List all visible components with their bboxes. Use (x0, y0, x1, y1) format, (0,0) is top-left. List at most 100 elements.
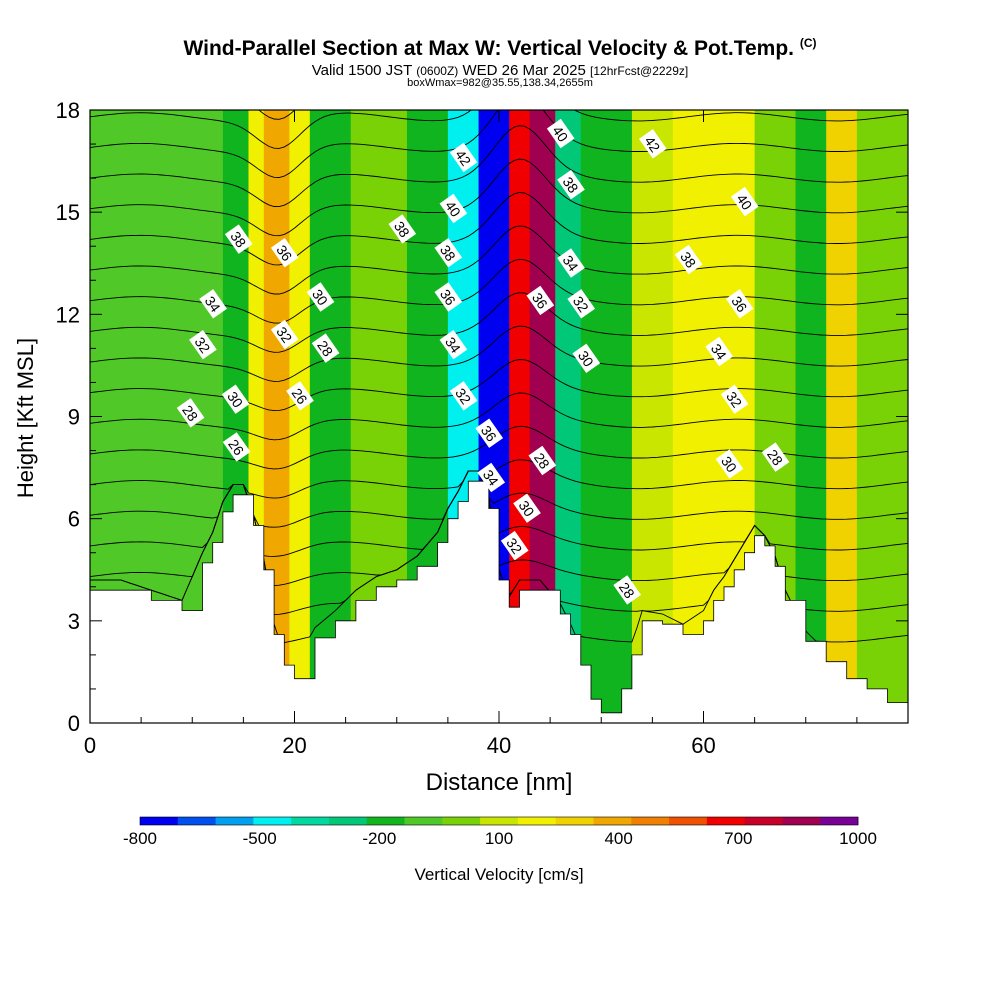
isentrope-line (90, 125, 908, 208)
contour-label: 36 (434, 282, 463, 312)
colorbar-swatch (706, 817, 746, 825)
contour-label: 30 (306, 282, 335, 312)
y-tick-label: 3 (68, 609, 80, 634)
velocity-band (289, 110, 311, 723)
isentrope-line (90, 258, 908, 324)
colorbar-swatch (366, 817, 405, 825)
colorbar-swatch (517, 817, 557, 825)
contour-label: 36 (526, 285, 555, 316)
colorbar-tick-label: 100 (485, 829, 513, 848)
contour-label: 42 (449, 142, 478, 173)
contour-label: 32 (449, 381, 478, 411)
isentrope-line (258, 110, 296, 120)
contour-label: 34 (705, 336, 734, 367)
colorbar-tick-label: -800 (123, 829, 157, 848)
contour-label: 42 (638, 129, 667, 159)
contour-label: 38 (434, 238, 463, 268)
contour-label: 30 (572, 343, 601, 374)
colorbar-swatch (744, 817, 783, 825)
colorbar-tick-label: 400 (604, 829, 632, 848)
contour-label: 40 (546, 118, 575, 149)
colorbar-swatch (140, 817, 179, 825)
velocity-band (509, 110, 531, 723)
y-tick-label: 12 (56, 302, 80, 327)
contour-label: 30 (513, 493, 541, 523)
colorbar-tick-label: -500 (243, 829, 277, 848)
contour-label: 38 (557, 169, 585, 200)
colorbar-swatch (593, 817, 632, 825)
colorbar-swatch (820, 817, 859, 825)
chart-boxwmax: boxWmax=982@35.55,138.34,2655m (407, 77, 593, 89)
colorbar-swatch (253, 817, 292, 825)
contour-label: 34 (557, 248, 585, 278)
contour-label: 26 (286, 381, 314, 411)
y-tick-label: 6 (68, 507, 80, 532)
contour-label: 28 (528, 445, 557, 476)
isentrope-line (90, 110, 908, 149)
y-tick-label: 0 (68, 711, 80, 736)
velocity-band (580, 110, 633, 723)
y-tick-label: 18 (56, 98, 80, 123)
isentrope-line (90, 470, 908, 528)
colorbar-swatch (442, 817, 481, 825)
isentrope-line (90, 325, 908, 382)
colorbar-tick-label: -200 (362, 829, 396, 848)
velocity-band (826, 110, 858, 723)
colorbar-swatch (782, 817, 821, 825)
colorbar-tick-label: 700 (724, 829, 752, 848)
colorbar-swatch (669, 817, 708, 825)
isentrope-line (90, 225, 908, 295)
x-axis-label: Distance [nm] (426, 769, 573, 796)
contour-label: 40 (439, 193, 468, 224)
isentrope-line (90, 110, 908, 178)
y-tick-label: 9 (68, 405, 80, 430)
colorbar-swatch (631, 817, 670, 825)
chart-title: Wind-Parallel Section at Max W: Vertical… (183, 36, 817, 60)
contour-label: 32 (189, 330, 217, 360)
colorbar-swatch (291, 817, 330, 825)
colorbar-tick-label: 1000 (839, 829, 877, 848)
x-tick-label: 60 (691, 733, 715, 758)
terrain (89, 480, 909, 724)
contour-label: 38 (674, 244, 703, 275)
contour-label: 32 (567, 289, 596, 319)
contour-label: 34 (199, 289, 227, 319)
y-axis-label: Height [Kft MSL] (13, 338, 38, 498)
contour-label: 26 (222, 432, 251, 462)
contour-label: 40 (730, 186, 759, 217)
contour-label: 30 (221, 384, 250, 414)
isentrope-line (90, 459, 908, 499)
contour-label: 36 (270, 238, 299, 268)
colorbar-swatch (404, 817, 443, 825)
contour-label: 28 (311, 333, 340, 363)
y-tick-label: 15 (56, 200, 80, 225)
contour-label: 34 (439, 330, 468, 360)
colorbar-frame (139, 816, 859, 826)
contour-label: 32 (500, 530, 529, 561)
contour-label: 30 (715, 449, 744, 479)
isentrope-line (90, 292, 908, 353)
contour-label: 34 (477, 462, 506, 493)
contour-label: 28 (176, 398, 205, 428)
contour-label: 28 (761, 442, 790, 472)
contour-label: 36 (725, 289, 754, 319)
x-tick-label: 0 (84, 733, 96, 758)
colorbar-swatch (215, 817, 254, 825)
contour-label: 36 (475, 418, 504, 448)
contour-label: 32 (720, 384, 749, 414)
contour-label: 32 (270, 319, 299, 350)
contour-label: 38 (224, 224, 253, 254)
isentrope-line (90, 192, 908, 266)
colorbar-swatch (177, 817, 216, 825)
chart-subtitle: Valid 1500 JST (0600Z) WED 26 Mar 2025 [… (311, 62, 689, 79)
x-tick-label: 20 (282, 733, 306, 758)
colorbar-label: Vertical Velocity [cm/s] (414, 865, 583, 884)
contour-label: 38 (388, 214, 417, 244)
colorbar-swatch (328, 817, 368, 825)
colorbar-swatch (480, 817, 519, 825)
colorbar-swatch (555, 817, 594, 825)
isentrope-line (90, 158, 908, 237)
x-tick-label: 40 (487, 733, 511, 758)
contour-label: 28 (613, 575, 642, 605)
